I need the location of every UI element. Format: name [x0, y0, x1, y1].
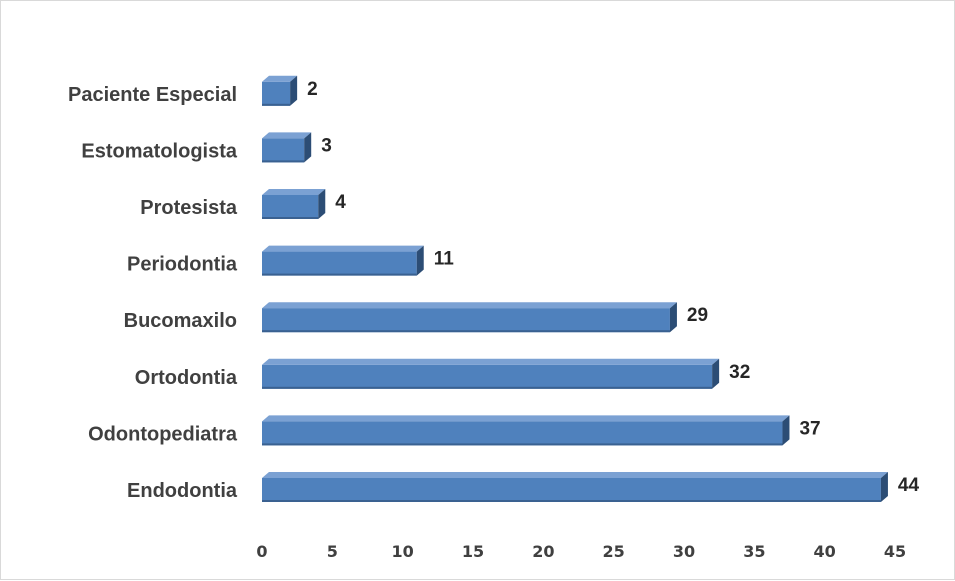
value-label-periodontia: 11: [434, 249, 455, 270]
value-label-bucomaxilo: 29: [687, 305, 708, 326]
bar-periodontia: [262, 245, 424, 276]
value-label-endodontia: 44: [898, 475, 920, 496]
bar-odontopediatra: [262, 415, 790, 446]
bar-side-face: [416, 245, 424, 276]
x-tick-30: 30: [673, 542, 695, 561]
bar-front-face: [262, 421, 783, 446]
bar-front-face: [262, 138, 305, 163]
category-label-endodontia: Endodontia: [127, 480, 238, 502]
x-tick-20: 20: [532, 542, 554, 561]
bar-top-face: [262, 132, 312, 139]
bar-ortodontia: [262, 358, 720, 389]
bar-front-face: [262, 308, 670, 333]
bar-side-face: [782, 415, 790, 446]
bar-bottom-edge: [262, 443, 783, 446]
bar-endodontia: [262, 472, 888, 502]
x-tick-5: 5: [327, 542, 338, 561]
category-labels: Endodontia Odontopediatra Ortodontia Bucoma…: [68, 84, 238, 502]
x-axis-ticks: 0 5 10 15 20 25 30 35 40 45: [256, 542, 906, 561]
bar-top-face: [262, 472, 888, 478]
x-tick-25: 25: [603, 542, 625, 561]
bar-front-face: [262, 478, 881, 502]
category-label-protesista: Protesista: [140, 197, 238, 219]
value-label-protesista: 4: [335, 192, 346, 213]
x-tick-45: 45: [884, 542, 906, 561]
bar-bucomaxilo: [262, 302, 677, 333]
bar-side-face: [318, 189, 326, 219]
bar-side-face: [669, 302, 677, 333]
x-tick-0: 0: [256, 542, 267, 561]
bar-side-face: [880, 472, 888, 502]
bar-top-face: [262, 415, 790, 422]
category-label-bucomaxilo: Bucomaxilo: [124, 310, 237, 332]
bar-estomatologista: [262, 132, 312, 163]
bar-bottom-edge: [262, 500, 881, 502]
bar-top-face: [262, 189, 326, 195]
bar-paciente-especial: [262, 75, 298, 106]
category-label-ortodontia: Ortodontia: [135, 367, 238, 389]
bar-bottom-edge: [262, 330, 670, 333]
value-label-ortodontia: 32: [729, 362, 750, 383]
bar-front-face: [262, 251, 417, 276]
category-label-odontopediatra: Odontopediatra: [88, 423, 238, 445]
bar-bottom-edge: [262, 273, 417, 276]
x-tick-35: 35: [743, 542, 765, 561]
value-label-odontopediatra: 37: [799, 418, 820, 439]
bar-top-face: [262, 245, 424, 252]
bar-bottom-edge: [262, 160, 305, 163]
x-tick-40: 40: [814, 542, 836, 561]
category-label-estomatologista: Estomatologista: [81, 140, 237, 162]
bar-top-face: [262, 75, 298, 82]
bars-group: [262, 75, 888, 502]
bar-front-face: [262, 81, 291, 106]
bar-bottom-edge: [262, 217, 319, 219]
category-label-paciente-especial: Paciente Especial: [68, 84, 237, 106]
bar-front-face: [262, 195, 319, 219]
bar-protesista: [262, 189, 326, 219]
bar-bottom-edge: [262, 103, 291, 106]
bar-top-face: [262, 358, 720, 365]
x-tick-10: 10: [392, 542, 414, 561]
value-label-estomatologista: 3: [321, 135, 332, 156]
bar-side-face: [304, 132, 312, 163]
bar-front-face: [262, 364, 713, 389]
bar-side-face: [712, 358, 720, 389]
x-tick-15: 15: [462, 542, 484, 561]
bar-top-face: [262, 302, 677, 309]
value-label-paciente-especial: 2: [307, 79, 318, 100]
bar-side-face: [290, 75, 298, 106]
bar-bottom-edge: [262, 386, 713, 389]
category-label-periodontia: Periodontia: [127, 254, 238, 276]
